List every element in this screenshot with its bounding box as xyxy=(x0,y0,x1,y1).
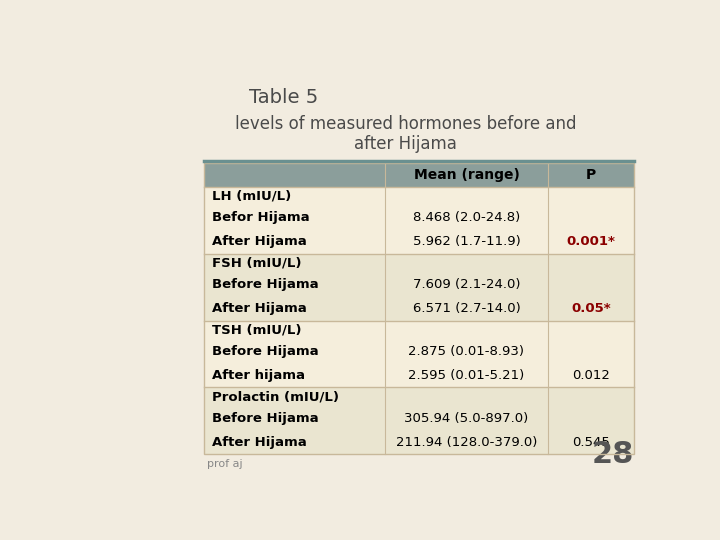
Bar xyxy=(204,388,634,454)
Text: TSH (mIU/L): TSH (mIU/L) xyxy=(212,323,301,336)
Text: 5.962 (1.7-11.9): 5.962 (1.7-11.9) xyxy=(413,235,521,248)
Text: 8.468 (2.0-24.8): 8.468 (2.0-24.8) xyxy=(413,211,520,224)
Text: prof aj: prof aj xyxy=(207,459,243,469)
Text: 211.94 (128.0-379.0): 211.94 (128.0-379.0) xyxy=(396,436,537,449)
Text: Table 5: Table 5 xyxy=(249,87,318,107)
Bar xyxy=(204,163,634,187)
Text: 0.05*: 0.05* xyxy=(571,302,611,315)
Text: After Hijama: After Hijama xyxy=(212,436,307,449)
Text: Before Hijama: Before Hijama xyxy=(212,345,318,358)
Text: levels of measured hormones before and
after Hijama: levels of measured hormones before and a… xyxy=(235,114,576,153)
Text: After Hijama: After Hijama xyxy=(212,235,307,248)
Bar xyxy=(204,321,634,388)
Text: P: P xyxy=(586,167,596,181)
Text: Befor Hijama: Befor Hijama xyxy=(212,211,310,224)
Text: 2.875 (0.01-8.93): 2.875 (0.01-8.93) xyxy=(408,345,524,358)
Text: Before Hijama: Before Hijama xyxy=(212,411,318,425)
Text: Before Hijama: Before Hijama xyxy=(212,278,318,291)
Text: LH (mIU/L): LH (mIU/L) xyxy=(212,190,291,202)
Text: 0.012: 0.012 xyxy=(572,369,610,382)
Text: After Hijama: After Hijama xyxy=(212,302,307,315)
Bar xyxy=(204,254,634,321)
Text: 2.595 (0.01-5.21): 2.595 (0.01-5.21) xyxy=(408,369,525,382)
Bar xyxy=(204,187,634,254)
Text: 28: 28 xyxy=(592,440,634,469)
Text: 6.571 (2.7-14.0): 6.571 (2.7-14.0) xyxy=(413,302,521,315)
Text: After hijama: After hijama xyxy=(212,369,305,382)
Text: Mean (range): Mean (range) xyxy=(413,167,519,181)
Bar xyxy=(204,163,634,454)
Text: 7.609 (2.1-24.0): 7.609 (2.1-24.0) xyxy=(413,278,521,291)
Text: 0.001*: 0.001* xyxy=(567,235,616,248)
Text: 0.545: 0.545 xyxy=(572,436,610,449)
Text: 305.94 (5.0-897.0): 305.94 (5.0-897.0) xyxy=(405,411,528,425)
Text: FSH (mIU/L): FSH (mIU/L) xyxy=(212,256,301,269)
Text: Prolactin (mIU/L): Prolactin (mIU/L) xyxy=(212,390,338,403)
